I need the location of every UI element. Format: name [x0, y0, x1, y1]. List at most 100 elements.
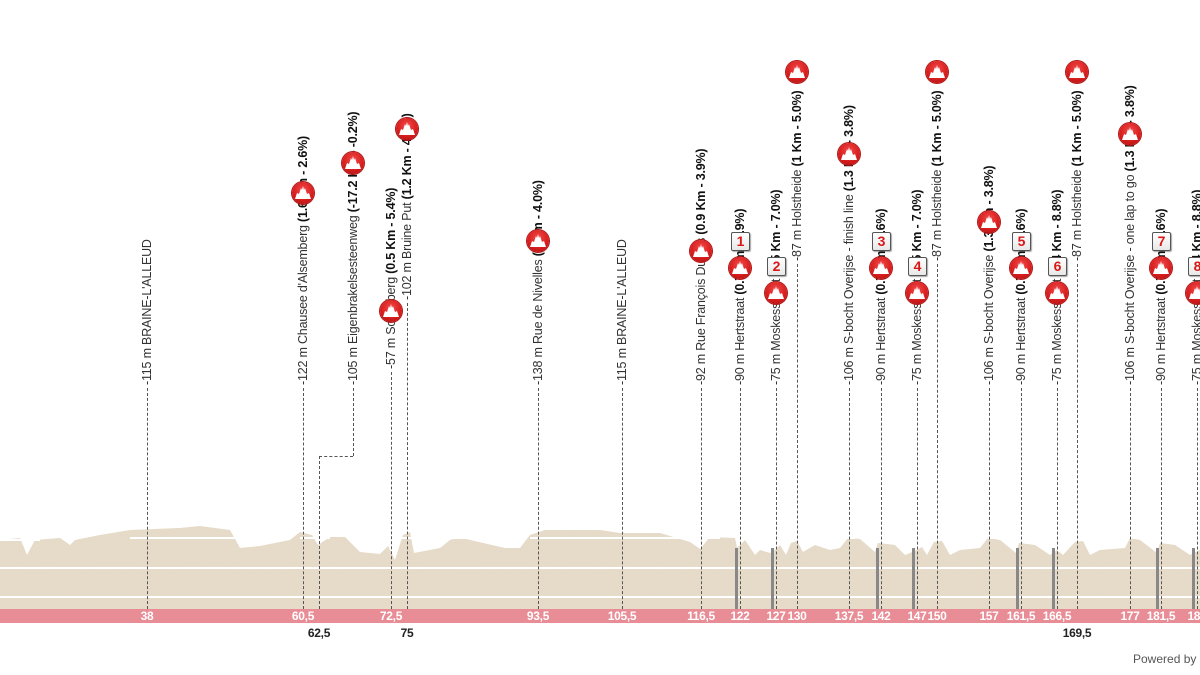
- climb-detail: (0.9 Km - 3.9%): [694, 149, 708, 235]
- marker-altitude: -92 m: [694, 351, 708, 385]
- marker-dashed-line: [407, 303, 408, 609]
- marker-name: Eigenbrakelsesteenweg: [346, 212, 360, 344]
- lap-number-badge: 3: [872, 232, 891, 251]
- marker-altitude: -87 m: [930, 227, 944, 261]
- km-tick-label: 177: [1120, 609, 1139, 623]
- km-tick-label: 38: [141, 609, 154, 623]
- marker-dashed-line: [1197, 388, 1198, 609]
- marker-name: BRAINE-L'ALLEUD: [615, 239, 629, 345]
- marker-dashed-line: [776, 388, 777, 609]
- climb-mountain-icon: [926, 61, 948, 83]
- marker-name: Holstheide: [790, 166, 804, 226]
- km-tick-label: 93,5: [527, 609, 549, 623]
- marker-label: -122 m Chausee d'Alsemberg (1.6 Km - 2.6…: [296, 136, 310, 385]
- climb-mountain-icon: [1119, 123, 1141, 145]
- lap-number-badge: 2: [767, 257, 786, 276]
- marker-altitude: -75 m: [910, 351, 924, 385]
- climb-mountain-icon: [380, 300, 402, 322]
- marker-altitude: -115 m: [140, 345, 154, 385]
- marker-altitude: -138 m: [531, 344, 545, 385]
- marker-name: Hertstraat: [1014, 295, 1028, 351]
- marker-altitude: -87 m: [1070, 227, 1084, 261]
- km-tick-label: 60,5: [292, 609, 314, 623]
- marker-label: -115 m BRAINE-L'ALLEUD: [615, 239, 629, 385]
- marker-dashed-line: [147, 388, 148, 609]
- marker-altitude: -75 m: [769, 351, 783, 385]
- marker-altitude: -115 m: [615, 345, 629, 385]
- marker-elbow-line: [319, 456, 353, 457]
- lap-wall-line: [1192, 548, 1195, 609]
- climb-mountain-icon: [1010, 257, 1032, 279]
- lap-wall-line: [771, 548, 774, 609]
- marker-dashed-line: [917, 388, 918, 609]
- marker-altitude: -90 m: [874, 351, 888, 385]
- marker-label: -138 m Rue de Nivelles (2 Km - 4.0%): [531, 180, 545, 385]
- marker-dashed-line: [1057, 388, 1058, 609]
- lap-number-badge: 5: [1012, 232, 1031, 251]
- lap-number-badge: 1: [731, 232, 750, 251]
- lap-wall-line: [912, 548, 915, 609]
- climb-mountain-icon: [870, 257, 892, 279]
- climb-detail: (1.6 Km - 2.6%): [296, 136, 310, 222]
- km-tick-label: 105,5: [608, 609, 637, 623]
- km-tick-label: 157: [979, 609, 998, 623]
- marker-dashed-line: [989, 388, 990, 609]
- marker-name: Holstheide: [1070, 166, 1084, 226]
- marker-label: -102 m Bruine Put (1.2 Km - 4.8%): [400, 113, 414, 300]
- marker-dashed-line: [538, 388, 539, 609]
- km-tick-label: 116,5: [687, 609, 715, 623]
- marker-dashed-line: [1161, 388, 1162, 609]
- marker-dashed-line: [303, 388, 304, 609]
- marker-dashed-line: [797, 264, 798, 609]
- marker-name: Hertstraat: [733, 295, 747, 351]
- marker-name: Holstheide: [930, 166, 944, 226]
- lap-number-badge: 6: [1048, 257, 1067, 276]
- climb-mountain-icon: [729, 257, 751, 279]
- marker-altitude: -87 m: [790, 227, 804, 261]
- climb-detail: (0.7 Km - 4.6%): [874, 209, 888, 295]
- km-tick-label-below: 62,5: [308, 626, 330, 640]
- marker-name: S-bocht Overijse - finish line: [842, 191, 856, 344]
- marker-label: -106 m S-bocht Overijse (1.3 Km - 3.8%): [982, 166, 996, 385]
- marker-name: S-bocht Overijse: [982, 252, 996, 344]
- marker-dashed-line: [849, 388, 850, 609]
- km-tick-label: 127: [766, 609, 785, 623]
- marker-name: Chausee d'Alsemberg: [296, 222, 310, 344]
- marker-altitude: -75 m: [1190, 351, 1200, 385]
- climb-mountain-icon: [1066, 61, 1088, 83]
- marker-altitude: -105 m: [346, 344, 360, 385]
- marker-altitude: -90 m: [1014, 351, 1028, 385]
- marker-dashed-line: [881, 388, 882, 609]
- climb-detail: (0.7 Km - 3.9%): [733, 209, 747, 295]
- marker-name: Hertstraat: [1154, 295, 1168, 351]
- marker-dashed-line: [701, 388, 702, 609]
- climb-mountain-icon: [690, 240, 712, 262]
- climb-mountain-icon: [786, 61, 808, 83]
- marker-dashed-line: [937, 264, 938, 609]
- marker-altitude: -106 m: [1123, 344, 1137, 385]
- lap-number-badge: 8: [1188, 257, 1200, 276]
- km-tick-label-below: 75: [401, 626, 414, 640]
- climb-mountain-icon: [1150, 257, 1172, 279]
- marker-altitude: -75 m: [1050, 351, 1064, 385]
- lap-wall-line: [876, 548, 879, 609]
- km-tick-label-below: 169,5: [1063, 626, 1092, 640]
- marker-name: BRAINE-L'ALLEUD: [140, 239, 154, 345]
- marker-dashed-line: [1077, 264, 1078, 609]
- marker-altitude: -57 m: [384, 335, 398, 369]
- marker-label: -57 m Sollenberg (0.5 Km - 5.4%): [384, 188, 398, 369]
- marker-label: -92 m Rue François Dubois (0.9 Km - 3.9%…: [694, 149, 708, 385]
- marker-label: -87 m Holstheide (1 Km - 5.0%): [790, 91, 804, 261]
- marker-dashed-line: [622, 388, 623, 609]
- marker-dashed-line: [353, 388, 354, 456]
- marker-altitude: -90 m: [733, 351, 747, 385]
- km-tick-label: 122: [730, 609, 749, 623]
- km-tick-label: 142: [871, 609, 890, 623]
- km-tick-label: 181,5: [1147, 609, 1176, 623]
- climb-mountain-icon: [765, 282, 787, 304]
- climb-mountain-icon: [527, 230, 549, 252]
- climb-mountain-icon: [838, 143, 860, 165]
- km-tick-label: 161,5: [1007, 609, 1036, 623]
- marker-label: -87 m Holstheide (1 Km - 5.0%): [1070, 91, 1084, 261]
- climb-detail: (1 Km - 5.0%): [1070, 91, 1084, 167]
